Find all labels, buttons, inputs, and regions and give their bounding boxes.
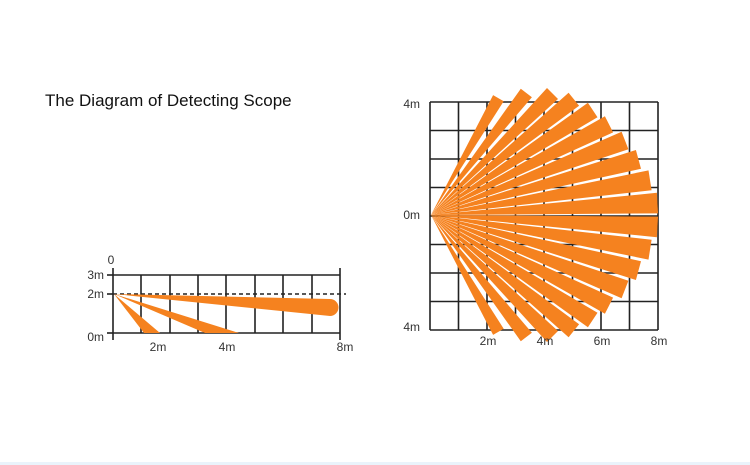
side-y-label: 2m <box>87 287 104 301</box>
top-fan-beam <box>431 150 641 215</box>
top-fan-beam <box>431 215 658 238</box>
bottom-divider <box>0 462 750 465</box>
top-fan-beam <box>431 215 558 342</box>
top-fan-beam <box>431 215 629 299</box>
top-x-label: 2m <box>480 334 497 348</box>
side-origin-label: 0 <box>108 253 115 267</box>
side-y-label: 0m <box>87 330 104 344</box>
top-fan-beam <box>431 131 629 215</box>
top-fan-beam <box>431 102 598 215</box>
side-view-beams <box>114 294 339 333</box>
top-fan-beam <box>431 215 641 280</box>
diagram-title: The Diagram of Detecting Scope <box>45 91 292 110</box>
top-fan-beam <box>431 192 658 215</box>
top-fan-beam <box>431 215 598 328</box>
top-fan-beam <box>431 92 580 215</box>
top-fan-beam <box>431 215 614 314</box>
side-x-label: 8m <box>337 340 354 354</box>
top-view-fan <box>431 88 658 342</box>
top-fan-beam <box>431 170 652 215</box>
top-fan-beam <box>431 116 614 215</box>
side-y-label: 3m <box>87 268 104 282</box>
top-fan-beam <box>431 215 580 338</box>
side-x-label: 2m <box>150 340 167 354</box>
top-x-label: 4m <box>537 334 554 348</box>
side-view-panel: 0 3m 2m 0m 2m 4m 8m <box>87 253 353 354</box>
top-fan-beam <box>431 95 504 215</box>
top-fan-beam <box>431 88 532 215</box>
side-beam-long <box>114 294 339 316</box>
top-x-label: 6m <box>594 334 611 348</box>
top-y-label: 4m <box>403 97 420 111</box>
top-fan-beam <box>431 88 558 215</box>
top-fan-beam <box>431 215 652 260</box>
top-view-panel: 4m 0m 4m 2m 4m 6m 8m <box>403 88 667 348</box>
side-beam-mid <box>114 294 239 333</box>
top-fan-beam <box>431 215 504 335</box>
side-x-label: 4m <box>219 340 236 354</box>
top-x-label: 8m <box>651 334 668 348</box>
top-fan-beam <box>431 215 532 342</box>
side-beam-short <box>114 294 160 333</box>
top-y-label: 4m <box>403 320 420 334</box>
top-y-label: 0m <box>403 208 420 222</box>
